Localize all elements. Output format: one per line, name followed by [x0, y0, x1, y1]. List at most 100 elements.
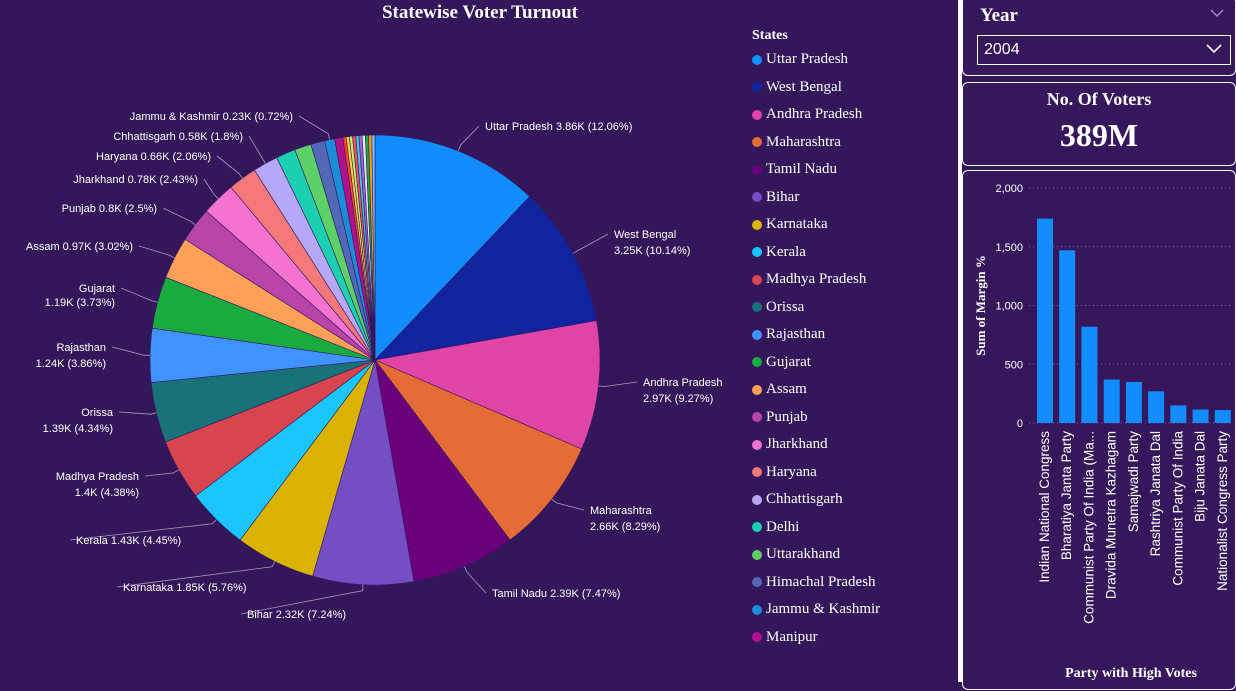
- bar[interactable]: [1148, 391, 1165, 423]
- bar[interactable]: [1103, 379, 1120, 424]
- legend-item[interactable]: Tamil Nadu: [752, 156, 952, 184]
- legend-item[interactable]: Madhya Pradesh: [752, 266, 952, 294]
- legend-label: Bihar: [766, 188, 800, 205]
- y-tick-label: 500: [1005, 359, 1023, 371]
- legend-item[interactable]: Maharashtra: [752, 129, 952, 157]
- legend-marker: [752, 219, 762, 230]
- pie-data-label: Andhra Pradesh: [643, 377, 723, 389]
- legend-label: Madhya Pradesh: [766, 271, 867, 288]
- legend-item[interactable]: Uttarakhand: [752, 541, 952, 569]
- legend-marker: [752, 137, 762, 148]
- legend-title: States: [752, 28, 788, 43]
- x-tick-label: Biju Janata Dal: [1193, 431, 1208, 522]
- legend-label: Karnataka: [766, 216, 828, 233]
- legend-marker: [752, 494, 762, 505]
- pie-data-label: Assam 0.97K (3.02%): [26, 241, 133, 253]
- pie-data-label: 1.24K (3.86%): [36, 358, 106, 370]
- legend-marker: [752, 577, 762, 588]
- year-slicer-card: Year 2004: [962, 0, 1236, 76]
- pie-slice-andhra-pradesh[interactable]: [373, 320, 601, 450]
- legend-item[interactable]: Orissa: [752, 294, 952, 322]
- pie-slice-minor[interactable]: [371, 134, 376, 361]
- pie-data-label: Uttar Pradesh 3.86K (12.06%): [485, 121, 632, 133]
- pie-data-label: 2.66K (8.29%): [590, 521, 660, 533]
- legend-item[interactable]: Haryana: [752, 459, 952, 487]
- y-tick-label: 1,000: [995, 301, 1023, 313]
- pie-data-label: Kerala 1.43K (4.45%): [76, 535, 181, 547]
- pie-leader-line: [240, 584, 364, 615]
- legend-label: Gujarat: [766, 353, 811, 370]
- legend-item[interactable]: Andhra Pradesh: [752, 101, 952, 129]
- pie-slice-bihar[interactable]: [312, 359, 415, 586]
- legend-item[interactable]: Kerala: [752, 239, 952, 267]
- pie-leader-line: [120, 287, 158, 303]
- slicer-collapse-chevron-icon[interactable]: [1209, 5, 1225, 21]
- bar[interactable]: [1081, 326, 1098, 423]
- x-tick-label: Indian National Congress: [1037, 431, 1052, 583]
- pie-data-label: Madhya Pradesh: [56, 471, 139, 483]
- pie-leader-line: [138, 245, 175, 259]
- legend-item[interactable]: Punjab: [752, 404, 952, 432]
- legend-label: Andhra Pradesh: [766, 106, 863, 123]
- legend-marker: [752, 604, 762, 615]
- pie-slice-tamil-nadu[interactable]: [374, 359, 511, 582]
- legend-item[interactable]: West Bengal: [752, 74, 952, 102]
- pie-data-label: Tamil Nadu 2.39K (7.47%): [492, 588, 620, 600]
- legend-marker: [752, 164, 762, 175]
- legend-item[interactable]: Assam: [752, 376, 952, 404]
- pie-data-label: 1.4K (4.38%): [75, 487, 139, 499]
- pie-data-label: Jharkhand 0.78K (2.43%): [73, 174, 198, 186]
- legend-item[interactable]: Himachal Pradesh: [752, 569, 952, 597]
- chevron-down-icon[interactable]: [1204, 39, 1224, 64]
- legend-item[interactable]: Chhattisgarh: [752, 486, 952, 514]
- panel-divider: [958, 0, 962, 682]
- legend-item[interactable]: Jharkhand: [752, 431, 952, 459]
- legend-marker: [752, 329, 762, 340]
- x-tick-label: Dravida Munetra Kazhagam: [1104, 431, 1119, 599]
- legend-label: Jammu & Kashmir: [766, 601, 881, 618]
- bar[interactable]: [1037, 218, 1053, 423]
- legend-label: Chhattisgarh: [766, 491, 843, 508]
- pie-data-label: West Bengal: [614, 229, 676, 241]
- year-dropdown[interactable]: 2004: [977, 35, 1231, 65]
- bar[interactable]: [1059, 250, 1076, 423]
- x-tick-label: Rashtriya Janata Dal: [1148, 431, 1163, 556]
- bar[interactable]: [1125, 381, 1142, 423]
- legend-item[interactable]: Gujarat: [752, 349, 952, 377]
- x-axis-title: Party with High Votes: [1065, 666, 1197, 681]
- pie-chart-title: Statewise Voter Turnout: [381, 2, 578, 23]
- pie-data-label: 1.19K (3.73%): [45, 297, 115, 309]
- legend-item[interactable]: Delhi: [752, 514, 952, 542]
- legend-label: Uttar Pradesh: [766, 51, 849, 68]
- pie-data-label: Rajasthan: [56, 342, 106, 354]
- pie-chart[interactable]: Uttar Pradesh 3.86K (12.06%) West Bengal 3…: [0, 0, 750, 682]
- bar[interactable]: [1170, 405, 1187, 423]
- legend-item[interactable]: Karnataka: [752, 211, 952, 239]
- legend-label: Punjab: [766, 408, 808, 425]
- legend-marker: [752, 247, 762, 258]
- pie-data-label: Gujarat: [79, 283, 115, 295]
- pie-slice-maharashtra[interactable]: [374, 359, 583, 541]
- legend-item[interactable]: Rajasthan: [752, 321, 952, 349]
- year-dropdown-value: 2004: [984, 41, 1020, 58]
- pie-data-label: Maharashtra: [590, 505, 653, 517]
- legend-item[interactable]: Jammu & Kashmir: [752, 596, 952, 624]
- legend-item[interactable]: Bihar: [752, 184, 952, 212]
- pie-data-label: Punjab 0.8K (2.5%): [62, 203, 157, 215]
- x-tick-label: Communist Party Of India (Ma...: [1081, 431, 1096, 624]
- y-tick-label: 2,000: [995, 183, 1023, 195]
- bar-chart[interactable]: 0 500 1,000 1,500 2,000 Sum of Margin % Indian…: [963, 171, 1236, 691]
- pie-leader-line: [298, 115, 330, 140]
- pie-leader-line: [203, 178, 219, 199]
- bar[interactable]: [1214, 410, 1231, 423]
- legend-item[interactable]: Uttar Pradesh: [752, 46, 952, 74]
- legend-marker: [752, 302, 762, 313]
- legend-label: Haryana: [766, 463, 817, 480]
- legend-label: Manipur: [766, 628, 818, 645]
- legend-item[interactable]: Manipur: [752, 624, 952, 652]
- legend-label: West Bengal: [766, 78, 842, 95]
- bar[interactable]: [1192, 409, 1209, 424]
- year-slicer-title: Year: [980, 5, 1018, 26]
- legend-marker: [752, 439, 762, 450]
- pie-leader-line: [69, 519, 217, 541]
